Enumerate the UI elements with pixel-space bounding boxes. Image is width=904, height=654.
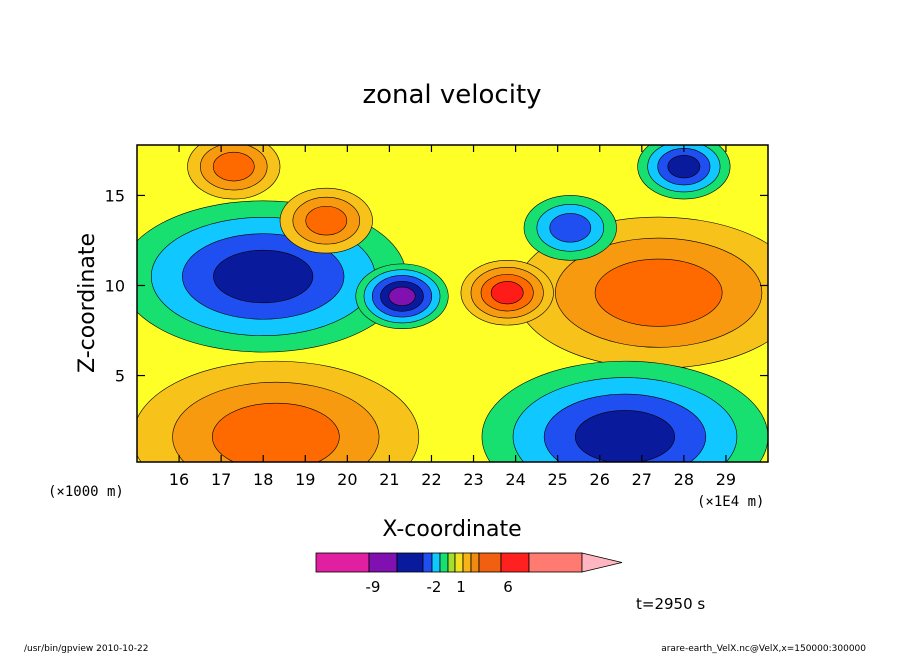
colorbar-segment xyxy=(478,552,502,573)
x-unit-right: (×1E4 m) xyxy=(697,494,764,510)
colorbar-segment xyxy=(447,552,456,573)
contour-region xyxy=(667,155,701,179)
contour-region xyxy=(490,281,524,305)
colorbar-segment xyxy=(439,552,449,573)
x-tick-label: 24 xyxy=(505,470,525,489)
x-tick-label: 17 xyxy=(211,470,231,489)
colorbar xyxy=(315,552,623,573)
x-tick-label: 27 xyxy=(632,470,652,489)
contour-region xyxy=(594,258,723,327)
x-axis-label: X-coordinate xyxy=(382,517,521,542)
x-tick-label: 21 xyxy=(379,470,399,489)
x-tick-label: 19 xyxy=(295,470,315,489)
y-tick-label: 5 xyxy=(115,367,125,386)
colorbar-label: -2 xyxy=(427,578,442,596)
x-tick-label: 23 xyxy=(463,470,483,489)
contour-region xyxy=(388,286,416,306)
colorbar-arrow xyxy=(581,552,623,573)
colorbar-segment xyxy=(500,552,530,573)
x-axis: 16 17 18 19 20 21 22 23 24 25 26 27 28 29 xyxy=(169,145,736,489)
chart-title: zonal velocity xyxy=(362,80,541,110)
contour-region xyxy=(211,402,340,462)
plot-area xyxy=(137,145,768,462)
plot-frame xyxy=(136,144,769,463)
x-tick-label: 28 xyxy=(674,470,694,489)
y-axis: 5 10 15 xyxy=(105,186,768,386)
x-tick-label: 29 xyxy=(716,470,736,489)
y-tick-label: 15 xyxy=(105,186,125,205)
colorbar-label: 6 xyxy=(503,578,513,596)
x-tick-label: 26 xyxy=(590,470,610,489)
footer-left: /usr/bin/gpview 2010-10-22 xyxy=(24,644,148,654)
contour-field xyxy=(137,145,768,462)
colorbar-segment xyxy=(462,552,472,573)
colorbar-segment xyxy=(422,552,433,573)
x-tick-label: 18 xyxy=(253,470,273,489)
colorbar-label: 1 xyxy=(456,578,466,596)
contour-region xyxy=(213,249,314,304)
x-tick-label: 22 xyxy=(421,470,441,489)
colorbar-segment xyxy=(315,552,370,573)
x-tick-label: 25 xyxy=(547,470,567,489)
y-tick-label: 10 xyxy=(105,276,125,295)
colorbar-segment xyxy=(528,552,583,573)
colorbar-segment xyxy=(396,552,424,573)
contour-region xyxy=(212,151,255,182)
colorbar-labels: -9 -2 1 6 xyxy=(366,578,513,596)
colorbar-segment xyxy=(431,552,441,573)
colorbar-segment xyxy=(470,552,480,573)
time-label: t=2950 s xyxy=(636,595,705,613)
x-tick-label: 16 xyxy=(169,470,189,489)
colorbar-segment xyxy=(454,552,464,573)
footer-right: arare-earth_VelX.nc@VelX,x=150000:300000 xyxy=(661,644,866,654)
x-tick-label: 20 xyxy=(337,470,357,489)
colorbar-label: -9 xyxy=(366,578,381,596)
contour-region xyxy=(549,213,592,243)
contour-region xyxy=(305,205,348,236)
y-axis-label: Z-coordinate xyxy=(75,233,100,373)
colorbar-segment xyxy=(368,552,398,573)
contour-region xyxy=(574,410,676,462)
x-unit-left: (×1000 m) xyxy=(48,484,124,500)
